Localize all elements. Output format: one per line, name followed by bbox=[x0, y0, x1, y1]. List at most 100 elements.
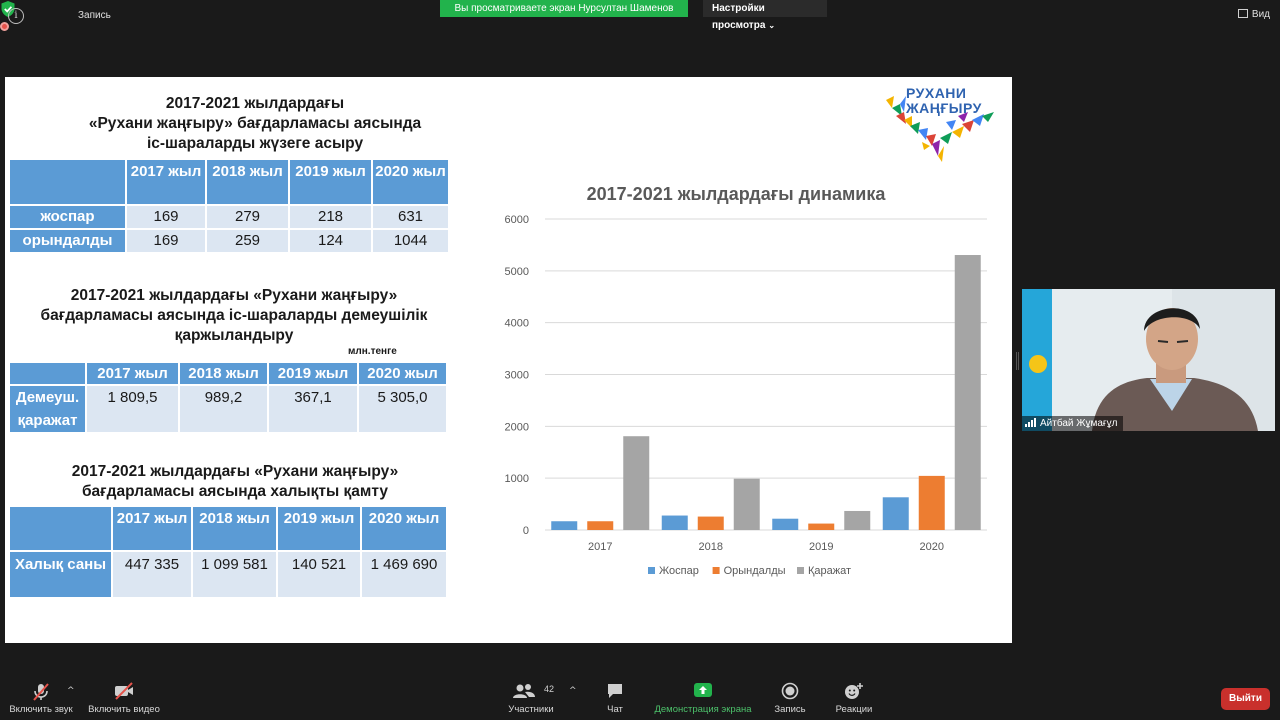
table-header-cell bbox=[10, 363, 87, 386]
table-cell: 631 bbox=[373, 206, 450, 230]
section-1-title: 2017-2021 жылдардағы «Рухани жаңғыру» ба… bbox=[55, 94, 455, 154]
unmute-label: Включить звук bbox=[9, 704, 73, 715]
panel-drag-handle[interactable] bbox=[1016, 352, 1019, 370]
chat-button[interactable]: Чат bbox=[595, 676, 635, 720]
table-header-cell: 2017 жыл bbox=[87, 363, 180, 386]
bar-Орындалды-2018 bbox=[697, 516, 724, 530]
table-row-header: жоспар bbox=[10, 206, 127, 230]
table-cell: 218 bbox=[290, 206, 373, 230]
record-icon[interactable] bbox=[0, 22, 9, 31]
table-header-cell: 2018 жыл bbox=[193, 507, 278, 552]
camera-off-icon bbox=[115, 682, 133, 700]
table-cell: 5 305,0 bbox=[359, 386, 448, 434]
table-row: орындалды 169 259 124 1044 bbox=[10, 230, 450, 254]
table-row-header: Халық саны bbox=[10, 552, 113, 599]
section-2-title-line: 2017-2021 жылдардағы «Рухани жаңғыру» bbox=[70, 287, 398, 304]
table-header-cell: 2019 жыл bbox=[290, 160, 373, 206]
logo-text: РУХАНИ ЖАҢҒЫРУ bbox=[906, 86, 982, 116]
table-cell: 1 099 581 bbox=[193, 552, 278, 599]
legend-swatch bbox=[712, 567, 720, 574]
participants-icon bbox=[513, 684, 536, 698]
dynamics-bar-chart: 2017-2021 жылдардағы динамика 0 1000 2000 30… bbox=[505, 184, 987, 577]
bar-Жоспар-2018 bbox=[661, 515, 688, 530]
table-header-cell: 2020 жыл bbox=[373, 160, 450, 206]
x-tick-label: 2019 bbox=[809, 541, 833, 553]
table-header-cell: 2020 жыл bbox=[362, 507, 448, 552]
table-row-header: орындалды bbox=[10, 230, 127, 254]
x-tick-label: 2018 bbox=[699, 541, 723, 553]
table-cell: 1044 bbox=[373, 230, 450, 254]
participant-video-frame bbox=[1022, 289, 1275, 431]
view-label: Вид bbox=[1251, 9, 1270, 20]
view-button[interactable]: Вид bbox=[1237, 9, 1270, 23]
participant-name-tag: Айтбай Жұмағұл bbox=[1022, 416, 1124, 431]
table-cell: 1 809,5 bbox=[87, 386, 180, 434]
unit-label: млн.тенге bbox=[348, 346, 397, 357]
table-header-cell: 2017 жыл bbox=[113, 507, 193, 552]
legend-label: Қаражат bbox=[808, 565, 851, 577]
start-video-label: Включить видео bbox=[88, 704, 160, 715]
section-1-title-line: «Рухани жаңғыру» бағдарламасы аясында bbox=[88, 115, 422, 132]
mic-muted-icon bbox=[33, 683, 49, 701]
rukhani-zhangyru-logo: РУХАНИ ЖАҢҒЫРУ bbox=[882, 86, 1000, 166]
reactions-button[interactable]: Реакции bbox=[830, 676, 878, 720]
table-header-cell: 2019 жыл bbox=[269, 363, 359, 386]
table-cell: 169 bbox=[127, 206, 207, 230]
bar-Қаражат-2019 bbox=[844, 510, 871, 530]
table-row: жоспар 169 279 218 631 bbox=[10, 206, 450, 230]
top-bar: i Запись Вы просматриваете экран Нурсулт… bbox=[0, 0, 1280, 32]
y-tick-label: 2000 bbox=[505, 421, 529, 433]
view-settings-label: Настройки просмотра bbox=[712, 3, 766, 31]
share-screen-button[interactable]: Демонстрация экрана bbox=[650, 676, 756, 720]
chat-icon bbox=[608, 684, 622, 698]
y-tick-label: 4000 bbox=[505, 318, 529, 330]
signal-bars-icon bbox=[1025, 418, 1036, 427]
logo-text-line: ЖАҢҒЫРУ bbox=[906, 100, 982, 116]
y-tick-label: 1000 bbox=[505, 473, 529, 485]
chart-title: 2017-2021 жылдардағы динамика bbox=[587, 184, 887, 204]
shared-slide: 2017-2021 жылдардағы «Рухани жаңғыру» ба… bbox=[5, 77, 1012, 643]
info-icon[interactable]: i bbox=[8, 8, 24, 24]
section-1-title-line: іс-шараларды жүзеге асыру bbox=[146, 135, 364, 152]
record-button[interactable]: Запись bbox=[768, 676, 812, 720]
bar-Қаражат-2020 bbox=[954, 255, 981, 530]
participants-caret-icon[interactable]: ^ bbox=[569, 686, 577, 696]
leave-meeting-button[interactable]: Выйти bbox=[1221, 688, 1270, 710]
record-icon bbox=[781, 682, 799, 700]
table-row: Демеуш. қаражат 1 809,5 989,2 367,1 5 30… bbox=[10, 386, 448, 434]
audio-options-caret-icon[interactable]: ^ bbox=[67, 686, 75, 696]
legend-swatch bbox=[648, 567, 655, 574]
table-cell: 989,2 bbox=[180, 386, 269, 434]
bar-Жоспар-2017 bbox=[551, 521, 578, 530]
table-header-cell bbox=[10, 507, 113, 552]
participants-button[interactable]: Участники bbox=[503, 676, 559, 720]
section-1-title-line: 2017-2021 жылдардағы bbox=[165, 95, 345, 112]
section-2-title: 2017-2021 жылдардағы «Рухани жаңғыру» ба… bbox=[10, 286, 458, 346]
x-tick-label: 2017 bbox=[588, 541, 612, 553]
view-settings-button[interactable]: Настройки просмотра ⌄ bbox=[703, 0, 827, 31]
table-cell: 367,1 bbox=[269, 386, 359, 434]
bird-mosaic-icon bbox=[886, 96, 994, 162]
participant-video[interactable] bbox=[1022, 289, 1275, 431]
recording-label[interactable]: Запись bbox=[78, 10, 111, 21]
table-row: Халық саны 447 335 1 099 581 140 521 1 4… bbox=[10, 552, 448, 599]
chevron-down-icon: ⌄ bbox=[768, 21, 776, 30]
record-label: Запись bbox=[774, 704, 806, 715]
section-2-title-line: қаржыландыру bbox=[174, 327, 294, 344]
table-cell: 169 bbox=[127, 230, 207, 254]
bar-Жоспар-2020 bbox=[882, 497, 909, 530]
table-header-cell bbox=[10, 160, 127, 206]
start-video-button[interactable]: Включить видео bbox=[86, 676, 162, 720]
share-screen-label: Демонстрация экрана bbox=[654, 704, 752, 715]
legend-swatch bbox=[797, 567, 804, 574]
reactions-label: Реакции bbox=[835, 704, 873, 715]
emoji-plus-icon bbox=[845, 683, 863, 699]
grid-icon bbox=[1237, 9, 1248, 18]
bar-Қаражат-2018 bbox=[733, 478, 760, 530]
y-tick-label: 6000 bbox=[505, 214, 529, 226]
y-tick-label: 3000 bbox=[505, 370, 529, 382]
logo-text-line: РУХАНИ bbox=[906, 85, 967, 101]
table-header-cell: 2018 жыл bbox=[180, 363, 269, 386]
unmute-button[interactable]: Включить звук bbox=[6, 676, 76, 720]
